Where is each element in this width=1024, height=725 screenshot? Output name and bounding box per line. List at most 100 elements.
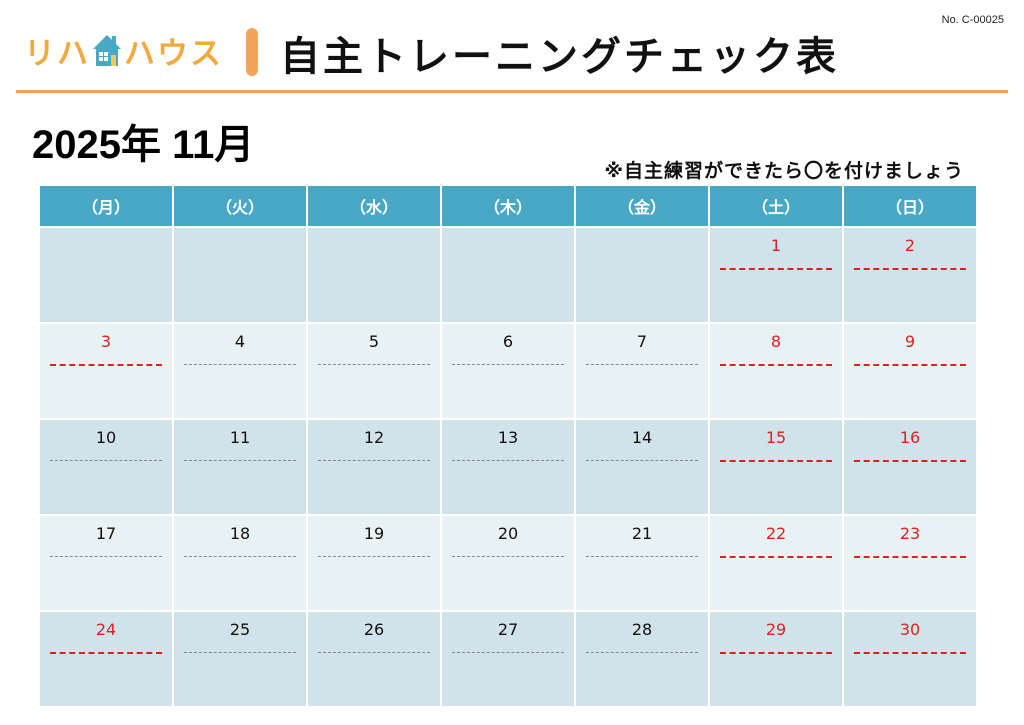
day-number: 3 — [100, 332, 112, 351]
day-cell[interactable]: 23 — [842, 514, 978, 612]
check-line — [452, 652, 564, 653]
day-number: 17 — [95, 524, 117, 543]
day-cell[interactable]: 6 — [440, 322, 576, 420]
day-cell[interactable]: 5 — [306, 322, 442, 420]
day-cell[interactable]: 10 — [38, 418, 174, 516]
day-cell[interactable] — [172, 226, 308, 324]
weekday-sun: （日） — [842, 186, 978, 227]
check-line — [452, 556, 564, 557]
day-cell[interactable]: 22 — [708, 514, 844, 612]
weekday-tue: （火） — [172, 186, 308, 227]
day-cell[interactable] — [306, 226, 442, 324]
check-line — [184, 652, 296, 653]
day-number: 5 — [368, 332, 380, 351]
check-line — [720, 364, 832, 366]
day-cell[interactable]: 18 — [172, 514, 308, 612]
day-number: 8 — [770, 332, 782, 351]
day-number: 13 — [497, 428, 519, 447]
day-number — [40, 236, 172, 256]
day-cell[interactable] — [38, 226, 174, 324]
weekday-header-row: （月） （火） （水） （木） （金） （土） （日） — [38, 186, 978, 227]
day-cell[interactable]: 21 — [574, 514, 710, 612]
day-cell[interactable]: 25 — [172, 610, 308, 708]
document-number: No. C-00025 — [941, 14, 1004, 26]
day-cell[interactable]: 17 — [38, 514, 174, 612]
day-cell[interactable]: 24 — [38, 610, 174, 708]
day-cell[interactable]: 27 — [440, 610, 576, 708]
check-line — [720, 652, 832, 654]
month-heading: 2025年 11月 — [32, 123, 255, 167]
week-row-2: 3 4 5 6 7 8 9 — [38, 322, 978, 420]
day-number — [308, 236, 440, 256]
day-cell[interactable]: 4 — [172, 322, 308, 420]
check-line — [318, 556, 430, 557]
week-row-1: 1 2 — [38, 226, 978, 324]
day-cell[interactable]: 15 — [708, 418, 844, 516]
day-cell[interactable] — [574, 226, 710, 324]
day-number: 30 — [899, 620, 921, 639]
calendar-grid: （月） （火） （水） （木） （金） （土） （日） 1 2 3 4 5 6 … — [38, 186, 978, 708]
day-cell[interactable]: 28 — [574, 610, 710, 708]
check-line — [50, 652, 162, 654]
check-line — [854, 268, 966, 270]
day-cell[interactable]: 19 — [306, 514, 442, 612]
day-number — [576, 236, 708, 256]
check-line — [720, 460, 832, 462]
day-number: 14 — [631, 428, 653, 447]
check-line — [50, 460, 162, 461]
week-row-4: 17 18 19 20 21 22 23 — [38, 514, 978, 612]
day-number: 11 — [229, 428, 251, 447]
day-number — [442, 236, 574, 256]
day-number: 24 — [95, 620, 117, 639]
check-line — [318, 364, 430, 365]
day-number: 4 — [234, 332, 246, 351]
day-number: 28 — [631, 620, 653, 639]
page-title: 自主トレーニングチェック表 — [280, 34, 839, 80]
day-cell[interactable]: 1 — [708, 226, 844, 324]
day-cell[interactable]: 14 — [574, 418, 710, 516]
day-number: 22 — [765, 524, 787, 543]
weekday-mon: （月） — [38, 186, 174, 227]
day-cell[interactable]: 12 — [306, 418, 442, 516]
day-cell[interactable]: 29 — [708, 610, 844, 708]
day-number: 7 — [636, 332, 648, 351]
day-cell[interactable]: 16 — [842, 418, 978, 516]
check-line — [318, 460, 430, 461]
day-cell[interactable]: 3 — [38, 322, 174, 420]
check-line — [318, 652, 430, 653]
day-cell[interactable]: 2 — [842, 226, 978, 324]
day-cell[interactable]: 30 — [842, 610, 978, 708]
day-cell[interactable] — [440, 226, 576, 324]
day-cell[interactable]: 7 — [574, 322, 710, 420]
check-line — [452, 364, 564, 365]
house-icon — [92, 33, 122, 67]
check-line — [586, 364, 698, 365]
logo: リハ ハウス — [24, 30, 223, 72]
check-line — [854, 460, 966, 462]
day-cell[interactable]: 26 — [306, 610, 442, 708]
day-number: 15 — [765, 428, 787, 447]
check-line — [720, 268, 832, 270]
day-number: 20 — [497, 524, 519, 543]
check-line — [854, 364, 966, 366]
day-number — [174, 236, 306, 256]
day-number: 26 — [363, 620, 385, 639]
day-cell[interactable]: 20 — [440, 514, 576, 612]
check-line — [854, 652, 966, 654]
day-number: 9 — [904, 332, 916, 351]
weekday-fri: （金） — [574, 186, 710, 227]
day-cell[interactable]: 11 — [172, 418, 308, 516]
logo-text-start: リハ — [24, 35, 90, 72]
check-line — [50, 364, 162, 366]
check-line — [720, 556, 832, 558]
check-line — [50, 556, 162, 557]
day-number: 12 — [363, 428, 385, 447]
check-line — [854, 556, 966, 558]
day-cell[interactable]: 8 — [708, 322, 844, 420]
day-number: 21 — [631, 524, 653, 543]
day-cell[interactable]: 13 — [440, 418, 576, 516]
check-line — [586, 652, 698, 653]
check-line — [586, 460, 698, 461]
day-cell[interactable]: 9 — [842, 322, 978, 420]
day-number: 10 — [95, 428, 117, 447]
